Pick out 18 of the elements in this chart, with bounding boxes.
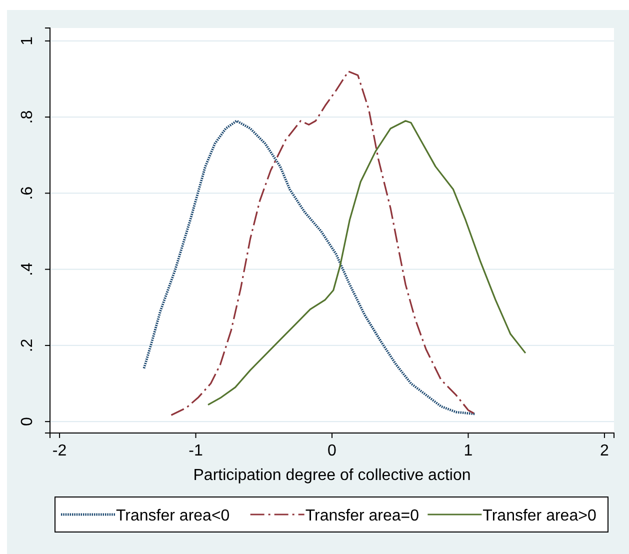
y-tick-label: .2 (19, 338, 36, 352)
legend-label: Transfer area<0 (116, 508, 230, 524)
y-tick-label: 1 (19, 36, 36, 46)
line-series (207, 120, 526, 406)
line-series (170, 70, 476, 416)
x-tick-label: 1 (464, 442, 473, 460)
x-tick-label: -1 (188, 442, 203, 460)
y-tick-label: 0 (19, 417, 36, 426)
y-tick-label: .4 (19, 262, 36, 276)
line-series (142, 120, 476, 416)
legend-label: Transfer area=0 (305, 508, 420, 524)
y-tick-label: .6 (19, 186, 36, 200)
x-axis-title: Participation degree of collective action (193, 467, 471, 484)
y-tick-label: .8 (19, 110, 36, 124)
legend-label: Transfer area>0 (482, 508, 596, 524)
x-tick-label: 0 (328, 442, 337, 460)
x-tick-label: 2 (600, 442, 610, 460)
x-tick-label: -2 (52, 442, 67, 460)
